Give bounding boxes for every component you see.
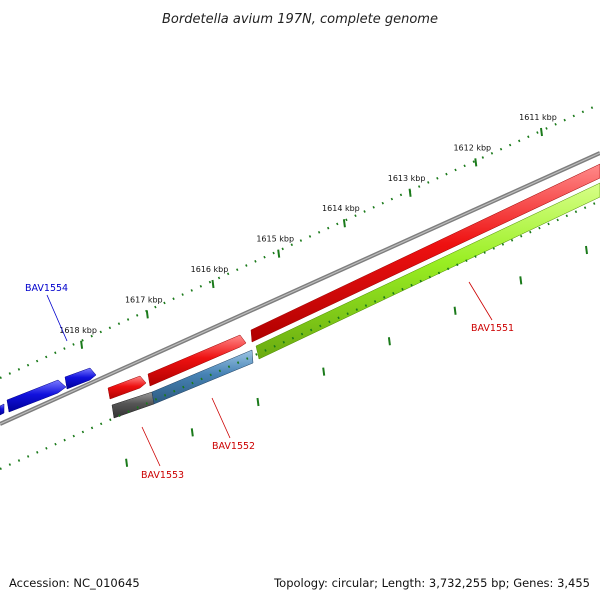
- gene-bav1551[interactable]: [255, 182, 600, 360]
- gene-label-bav1554[interactable]: BAV1554: [25, 283, 68, 294]
- ruler-tick-label: 1612 kbp: [453, 143, 491, 152]
- ruler-major-tick: [408, 188, 412, 197]
- leader-bav1553: [141, 426, 161, 467]
- ruler-major-tick: [80, 340, 84, 349]
- ruler-inner-ticks: [125, 245, 588, 467]
- ruler-inner-tick: [453, 306, 457, 315]
- ruler-major-tick: [145, 310, 149, 319]
- ruler-tick-label: 1615 kbp: [256, 235, 294, 244]
- ruler-major-ticks: [80, 127, 543, 349]
- ruler-inner-tick: [190, 428, 194, 437]
- genome-backbone: [0, 151, 600, 426]
- ruler-major-tick: [474, 158, 478, 167]
- topology-text: Topology: circular; Length: 3,732,255 bp…: [274, 576, 590, 590]
- gene-bav1552[interactable]: [151, 349, 254, 405]
- ruler-inner-tick: [322, 367, 326, 376]
- ruler-inner-tick: [125, 458, 129, 467]
- gene-blue-partial[interactable]: [0, 403, 5, 416]
- ruler-major-tick: [540, 127, 543, 137]
- leader-bav1552: [211, 397, 231, 439]
- ruler-major-tick: [277, 249, 281, 258]
- ruler-major-tick: [211, 279, 215, 289]
- gene-red-small[interactable]: [107, 375, 147, 400]
- ruler-labels: 1611 kbp 1612 kbp 1613 kbp 1614 kbp 1615 kbp…: [59, 113, 557, 335]
- reverse-strand-genes: [111, 182, 600, 419]
- gene-bav1554-arrow-right[interactable]: [64, 367, 97, 390]
- gene-label-bav1551[interactable]: BAV1551: [471, 323, 514, 334]
- leader-bav1551: [468, 281, 493, 321]
- gene-label-bav1552[interactable]: BAV1552: [212, 441, 255, 452]
- label-leaders: [46, 281, 493, 467]
- gene-bav1554-arrow-left[interactable]: [6, 379, 67, 413]
- gene-red-long[interactable]: [250, 163, 600, 343]
- ruler-inner-tick: [387, 337, 391, 346]
- ruler-major-tick: [342, 219, 346, 228]
- leader-bav1554: [46, 294, 68, 342]
- ruler-outer: 1611 kbp 1612 kbp 1613 kbp 1614 kbp 1615 kbp…: [0, 102, 600, 380]
- ruler-tick-label: 1617 kbp: [125, 295, 163, 304]
- ruler-inner-tick: [519, 276, 523, 285]
- forward-strand-genes: [0, 163, 600, 416]
- gene-red-medium[interactable]: [147, 334, 247, 387]
- ruler-tick-label: 1613 kbp: [388, 174, 426, 183]
- ruler-inner-tick: [585, 245, 588, 255]
- ruler-inner-tick: [256, 397, 260, 407]
- map-title: Bordetella avium 197N, complete genome: [162, 12, 438, 27]
- gene-labels: BAV1551 BAV1552 BAV1553 BAV1554: [25, 283, 514, 481]
- ruler-tick-label: 1611 kbp: [519, 113, 557, 122]
- ruler-tick-label: 1618 kbp: [59, 326, 97, 335]
- gene-label-bav1553[interactable]: BAV1553: [141, 470, 184, 481]
- accession-text: Accession: NC_010645: [9, 576, 140, 590]
- ruler-tick-label: 1614 kbp: [322, 204, 360, 213]
- ruler-tick-label: 1616 kbp: [191, 265, 229, 274]
- ruler-inner: [0, 199, 600, 471]
